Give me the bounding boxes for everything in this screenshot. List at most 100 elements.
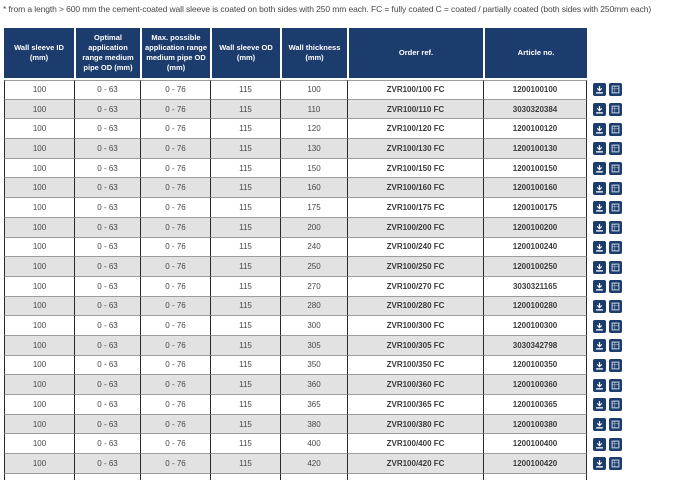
cell-optimal_range: 0 - 63 <box>74 119 140 140</box>
cell-thickness: 160 <box>280 178 347 199</box>
download-button[interactable] <box>593 437 606 451</box>
row-actions-column <box>593 80 622 474</box>
cell-sleeve_od: 115 <box>210 178 280 199</box>
grid-icon <box>611 400 620 409</box>
download-icon <box>596 460 603 468</box>
details-button[interactable] <box>609 358 622 372</box>
download-button[interactable] <box>593 358 606 372</box>
cell-order_ref: ZVR100/400 FC <box>347 434 483 455</box>
cell-sleeve_id: 100 <box>4 434 74 455</box>
cell-sleeve_od: 115 <box>210 158 280 179</box>
details-button[interactable] <box>609 83 622 97</box>
download-button[interactable] <box>593 398 606 412</box>
table-row: 100 0 - 63 0 - 76 115 280 ZVR100/280 FC 120010… <box>4 296 587 317</box>
cell-thickness: 120 <box>280 119 347 140</box>
download-button[interactable] <box>593 319 606 333</box>
details-button[interactable] <box>609 122 622 136</box>
row-actions <box>593 316 622 336</box>
cell-sleeve_od: 115 <box>210 414 280 435</box>
download-button[interactable] <box>593 240 606 254</box>
cell-order_ref: ZVR100/150 FC <box>347 158 483 179</box>
row-actions <box>593 415 622 435</box>
download-button[interactable] <box>593 280 606 294</box>
grid-icon <box>611 145 620 153</box>
cell-max_range: 0 - 76 <box>140 335 210 356</box>
grid-icon <box>611 105 620 114</box>
row-actions <box>593 178 622 198</box>
details-button[interactable] <box>609 103 622 117</box>
cell-max_range: 0 - 76 <box>140 99 210 120</box>
details-button[interactable] <box>609 319 622 333</box>
table-row: 100 0 - 63 0 - 76 115 200 ZVR100/200 FC 120010… <box>4 217 587 238</box>
download-button[interactable] <box>593 181 606 195</box>
download-icon <box>596 283 603 291</box>
download-icon <box>596 421 603 429</box>
cell-thickness: 305 <box>280 335 347 356</box>
details-button[interactable] <box>609 240 622 254</box>
download-button[interactable] <box>593 457 606 471</box>
row-actions <box>593 375 622 395</box>
grid-icon <box>611 460 620 468</box>
details-button[interactable] <box>609 299 622 313</box>
details-button[interactable] <box>609 181 622 195</box>
row-actions <box>593 80 622 100</box>
table-row: 100 0 - 63 0 - 76 115 380 ZVR100/380 FC 120010… <box>4 414 587 435</box>
download-button[interactable] <box>593 378 606 392</box>
details-button[interactable] <box>609 280 622 294</box>
row-actions <box>593 297 622 317</box>
cell-order_ref: ZVR100/175 FC <box>347 198 483 218</box>
cell-thickness: 250 <box>280 257 347 277</box>
download-button[interactable] <box>593 162 606 176</box>
download-button[interactable] <box>593 201 606 215</box>
details-button[interactable] <box>609 418 622 432</box>
grid-icon <box>611 341 620 350</box>
download-button[interactable] <box>593 260 606 274</box>
cell-optimal_range: 0 - 63 <box>74 198 140 218</box>
grid-icon <box>611 282 620 291</box>
grid-icon <box>611 263 620 271</box>
download-button[interactable] <box>593 103 606 117</box>
download-button[interactable] <box>593 142 606 156</box>
grid-icon <box>611 302 620 311</box>
details-button[interactable] <box>609 260 622 274</box>
download-icon <box>596 263 603 272</box>
download-button[interactable] <box>593 418 606 432</box>
table-row: 100 0 - 63 0 - 76 115 150 ZVR100/150 FC 120010… <box>4 158 587 179</box>
row-actions <box>593 277 622 297</box>
cell-thickness: 350 <box>280 355 347 376</box>
column-header-sleeve_id: Wall sleeve ID (mm) <box>4 28 74 78</box>
details-button[interactable] <box>609 221 622 235</box>
details-button[interactable] <box>609 457 622 471</box>
table-row: 100 0 - 63 0 - 76 115 270 ZVR100/270 FC 303032… <box>4 276 587 297</box>
details-button[interactable] <box>609 162 622 176</box>
download-button[interactable] <box>593 221 606 235</box>
cell-order_ref: ZVR100/120 FC <box>347 119 483 140</box>
download-button[interactable] <box>593 299 606 313</box>
details-button[interactable] <box>609 142 622 156</box>
table-row: 100 0 - 63 0 - 76 115 100 ZVR100/100 FC 120010… <box>4 80 587 100</box>
grid-icon <box>611 420 620 429</box>
details-button[interactable] <box>609 378 622 392</box>
download-button[interactable] <box>593 83 606 97</box>
download-icon <box>596 243 603 252</box>
details-button[interactable] <box>609 398 622 412</box>
column-header-order_ref: Order ref. <box>347 28 483 78</box>
cell-optimal_range: 0 - 63 <box>74 217 140 238</box>
cell-sleeve_id <box>4 473 74 480</box>
cell-order_ref: ZVR100/280 FC <box>347 296 483 317</box>
cell-max_range: 0 - 76 <box>140 276 210 297</box>
details-button[interactable] <box>609 339 622 353</box>
download-button[interactable] <box>593 122 606 136</box>
grid-icon <box>611 440 620 449</box>
details-button[interactable] <box>609 201 622 215</box>
cell-order_ref: ZVR100/300 FC <box>347 316 483 336</box>
cell-sleeve_id: 100 <box>4 80 74 100</box>
cell-sleeve_od: 115 <box>210 99 280 120</box>
cell-order_ref: ZVR100/305 FC <box>347 335 483 356</box>
details-button[interactable] <box>609 437 622 451</box>
cell-max_range: 0 - 76 <box>140 178 210 199</box>
cell-sleeve_od: 115 <box>210 434 280 455</box>
table-row: 100 0 - 63 0 - 76 115 250 ZVR100/250 FC 120010… <box>4 257 587 277</box>
download-button[interactable] <box>593 339 606 353</box>
cell-article_no: 1200100420 <box>483 454 587 474</box>
